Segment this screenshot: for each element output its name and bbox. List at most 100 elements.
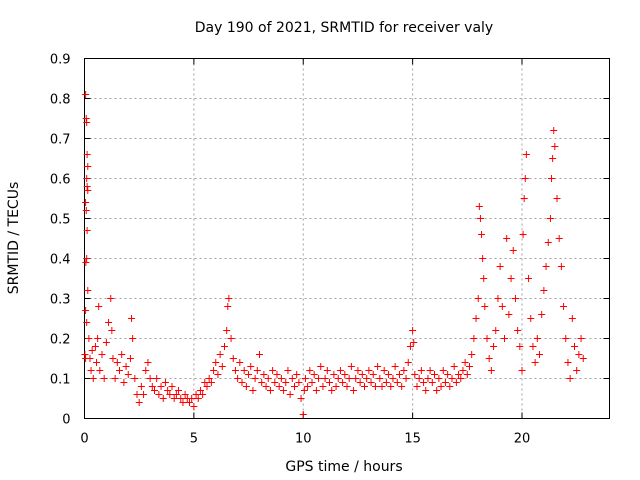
data-point — [135, 399, 143, 406]
y-tick-label: 0.8 — [50, 93, 71, 108]
data-point — [560, 303, 568, 310]
data-point — [549, 155, 557, 162]
data-point — [94, 335, 102, 342]
data-point — [509, 247, 517, 254]
y-tick-label: 0.1 — [50, 373, 71, 388]
data-point — [420, 379, 428, 386]
data-point — [553, 195, 561, 202]
data-point — [288, 375, 296, 382]
data-point — [415, 375, 423, 382]
data-point — [448, 375, 456, 382]
data-point — [199, 391, 207, 398]
data-point — [347, 363, 355, 370]
data-point — [256, 351, 263, 358]
data-point — [389, 375, 397, 382]
data-point — [555, 235, 563, 242]
y-tick-label: 0.9 — [50, 53, 71, 68]
data-point — [487, 367, 495, 374]
data-point — [196, 387, 204, 394]
data-point — [538, 311, 546, 318]
data-point — [280, 387, 288, 394]
data-point — [330, 371, 338, 378]
data-point — [157, 383, 165, 390]
data-point — [437, 383, 445, 390]
data-point — [86, 355, 94, 362]
data-point — [83, 319, 91, 326]
y-axis-title: SRMTID / TECUs — [6, 182, 22, 295]
data-point — [100, 375, 108, 382]
data-point — [224, 303, 232, 310]
y-tick-label: 0.3 — [50, 293, 71, 308]
data-point — [146, 375, 154, 382]
data-point — [249, 387, 257, 394]
data-point — [527, 315, 535, 322]
data-point — [525, 275, 533, 282]
data-point — [544, 239, 552, 246]
data-point — [203, 383, 211, 390]
data-point — [498, 303, 506, 310]
data-point — [295, 379, 303, 386]
data-point — [361, 383, 368, 390]
data-point — [291, 383, 298, 390]
data-point — [461, 359, 469, 366]
data-point — [548, 175, 556, 182]
data-point — [459, 367, 467, 374]
data-point — [402, 375, 410, 382]
data-point — [93, 359, 101, 366]
data-point — [336, 367, 344, 374]
data-point — [490, 343, 498, 350]
data-point — [356, 379, 364, 386]
data-point — [82, 207, 90, 214]
data-point — [428, 379, 436, 386]
data-point — [514, 327, 522, 334]
data-point — [354, 367, 362, 374]
data-point — [122, 363, 130, 370]
data-point — [481, 303, 489, 310]
data-point — [282, 379, 290, 386]
data-point — [463, 371, 471, 378]
data-point — [387, 383, 395, 390]
data-point — [225, 295, 233, 302]
data-point — [87, 367, 95, 374]
data-point — [175, 387, 183, 394]
data-point — [568, 315, 576, 322]
x-tick-label: 10 — [295, 432, 312, 447]
data-point — [260, 371, 268, 378]
data-point — [410, 339, 418, 346]
data-point — [474, 295, 482, 302]
data-point — [229, 355, 237, 362]
data-point — [367, 379, 375, 386]
y-tick-label: 0.6 — [50, 173, 71, 188]
data-point — [550, 127, 558, 134]
data-point — [205, 375, 213, 382]
data-point — [133, 391, 141, 398]
data-point — [422, 387, 430, 394]
data-point — [450, 363, 458, 370]
data-point — [221, 343, 228, 350]
data-point — [529, 343, 537, 350]
data-point — [299, 411, 307, 418]
data-point — [161, 379, 169, 386]
data-point — [88, 347, 96, 354]
data-point — [511, 295, 519, 302]
data-point — [240, 367, 248, 374]
data-point — [466, 363, 473, 370]
data-point — [192, 391, 200, 398]
data-point — [83, 183, 91, 190]
data-point — [273, 371, 281, 378]
data-point — [382, 379, 390, 386]
data-point — [118, 351, 126, 358]
data-point — [431, 371, 438, 378]
data-point — [212, 359, 220, 366]
data-point — [234, 375, 242, 382]
data-point — [82, 259, 90, 266]
data-point — [396, 371, 403, 378]
data-point — [446, 383, 454, 390]
data-point — [168, 383, 176, 390]
data-point — [507, 275, 515, 282]
data-point — [441, 379, 449, 386]
data-point — [306, 367, 314, 374]
y-tick-label: 0.5 — [50, 213, 71, 228]
data-point — [82, 199, 90, 206]
data-point — [326, 379, 333, 386]
